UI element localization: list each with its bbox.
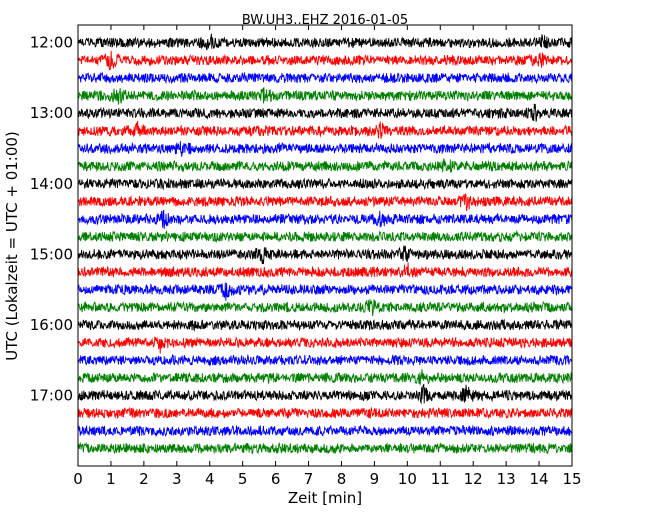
trace-1330 (77, 141, 573, 157)
trace-1630 (77, 353, 573, 367)
y-tick-labels: 12:00 13:00 14:00 15:00 16:00 17:00 (30, 34, 73, 405)
trace-1730 (77, 424, 573, 438)
x-axis-label: Zeit [min] (288, 489, 362, 507)
trace-1745 (77, 441, 573, 455)
x-tick-label: 0 (73, 470, 83, 488)
trace-1545 (77, 298, 573, 317)
y-tick-label: 12:00 (30, 34, 73, 52)
trace-1245 (78, 87, 573, 105)
trace-1400 (77, 177, 573, 191)
x-tick-label: 3 (172, 470, 182, 488)
y-tick-label: 15:00 (30, 245, 73, 263)
x-tick-label: 15 (562, 470, 581, 488)
trace-1430 (77, 209, 573, 229)
chart-title: BW.UH3..EHZ 2016-01-05 (242, 13, 408, 28)
x-tick-label: 2 (139, 470, 149, 488)
trace-1715 (77, 406, 573, 420)
seismogram-traces (77, 33, 573, 455)
trace-1300 (77, 103, 573, 122)
x-tick-label: 6 (271, 470, 281, 488)
trace-1600 (77, 318, 573, 332)
axis-ticks (77, 25, 573, 466)
x-tick-label: 12 (464, 470, 483, 488)
trace-1445 (77, 229, 573, 244)
trace-1615 (77, 336, 573, 354)
x-tick-label: 13 (497, 470, 516, 488)
x-tick-label: 14 (530, 470, 549, 488)
trace-1315 (77, 120, 573, 139)
x-tick-label: 9 (370, 470, 380, 488)
x-tick-label: 11 (431, 470, 450, 488)
x-tick-label: 10 (398, 470, 417, 488)
y-tick-label: 13:00 (30, 104, 73, 122)
trace-1645 (77, 369, 573, 386)
trace-1200 (77, 33, 573, 51)
x-tick-label: 5 (238, 470, 248, 488)
x-tick-labels: 0 1 2 3 4 5 6 7 8 9 10 11 12 13 14 15 (73, 470, 581, 488)
trace-1500 (77, 245, 573, 265)
plot-frame (77, 24, 573, 467)
x-tick-label: 7 (304, 470, 314, 488)
trace-1230 (77, 71, 573, 85)
trace-1515 (77, 262, 573, 279)
trace-1345 (77, 158, 573, 173)
y-tick-label: 14:00 (30, 175, 73, 193)
trace-1215 (77, 50, 573, 71)
x-tick-label: 1 (106, 470, 116, 488)
y-tick-label: 16:00 (30, 316, 73, 334)
trace-1415 (77, 193, 573, 212)
x-tick-label: 4 (205, 470, 215, 488)
trace-1700 (77, 383, 573, 405)
y-tick-label: 17:00 (30, 386, 73, 404)
x-tick-label: 8 (337, 470, 347, 488)
y-axis-label: UTC (Lokalzeit = UTC + 01:00) (3, 131, 21, 361)
trace-1530 (77, 282, 573, 301)
